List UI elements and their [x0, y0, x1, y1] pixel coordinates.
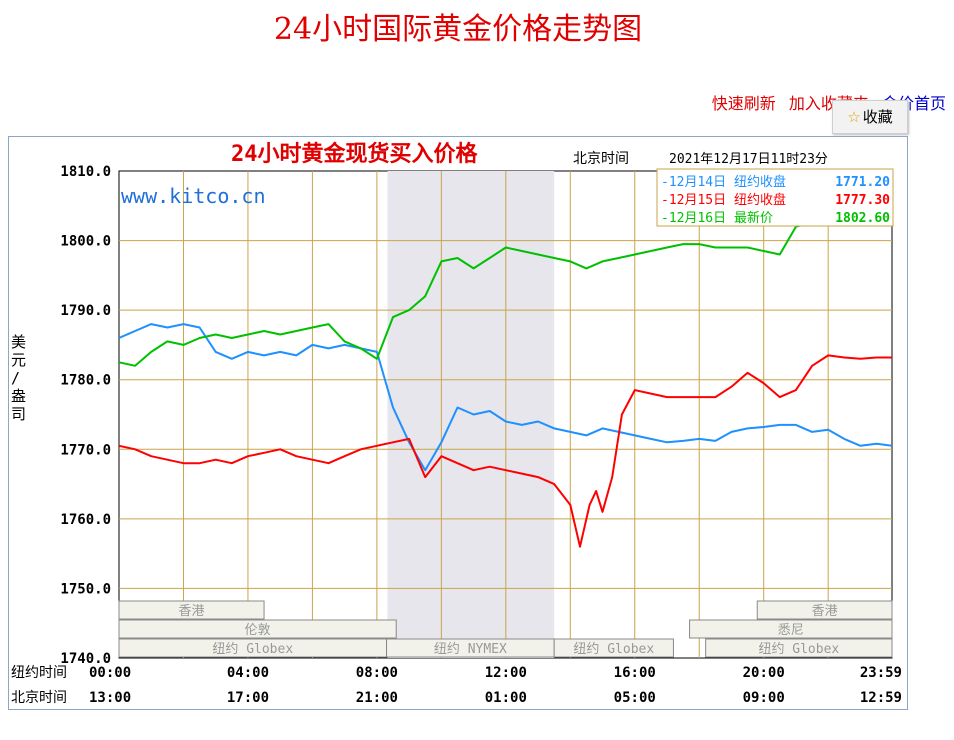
series-line-2 — [118, 354, 892, 548]
legend-entry-3: -12月16日 最新价 — [661, 210, 773, 226]
y-tick-label: 1780.0 — [60, 373, 111, 389]
x-tick-bj: 17:00 — [227, 690, 269, 706]
x-axis-ticks: 00:00 13:00 04:00 17:00 08:00 21:00 12:00 01:00… — [89, 665, 902, 706]
x-tick-ny: 08:00 — [356, 665, 398, 681]
series-line-1 — [118, 323, 893, 472]
session-ny-globex-right-bar — [705, 638, 893, 658]
nymex-session-shade — [387, 171, 555, 658]
page-title: 24小时国际黄金价格走势图 — [273, 12, 643, 47]
y-tick-label: 1800.0 — [60, 234, 111, 250]
y-tick-label: 1770.0 — [60, 442, 111, 458]
favorite-popup[interactable]: ☆ 收藏 — [832, 100, 908, 134]
legend-entry-2: -12月15日 纽约收盘 — [661, 192, 786, 208]
y-tick-label: 1810.0 — [60, 164, 111, 180]
chart-title: 24小时黄金现货买入价格 — [231, 141, 478, 167]
x-tick-ny: 16:00 — [614, 665, 656, 681]
x-tick-bj: 12:59 — [860, 690, 902, 706]
session-ny-globex-mid-bar — [553, 638, 674, 658]
star-icon: ☆ — [847, 108, 861, 126]
favorite-label: 收藏 — [862, 108, 893, 126]
series-line-3 — [118, 221, 813, 367]
y-axis-label: 美元/盎司 — [11, 333, 26, 423]
y-label-char: 美 — [11, 333, 26, 351]
timestamp-label: 北京时间 — [573, 151, 629, 167]
session-sydney-label: 悉尼 — [778, 623, 804, 638]
x-tick-ny: 12:00 — [485, 665, 527, 681]
legend-value-1: 1771.20 — [835, 175, 890, 190]
x-tick-bj: 05:00 — [614, 690, 656, 706]
x-tick-ny: 04:00 — [227, 665, 269, 681]
session-london-bar — [118, 619, 397, 639]
watermark: www.kitco.cn — [121, 184, 266, 208]
chart-frame: 香港 伦敦 纽约 Globex 纽约 NYMEX 纽约 Globex 香港 悉尼 纽约 Glo… — [8, 136, 908, 710]
grid — [119, 171, 892, 658]
legend-value-2: 1777.30 — [835, 193, 890, 208]
x-axis-label-ny: 纽约时间 — [11, 665, 67, 681]
y-tick-label: 1790.0 — [60, 303, 111, 319]
session-hongkong-right-bar — [756, 600, 893, 620]
legend-box — [656, 168, 894, 227]
y-label-char: 司 — [11, 405, 26, 423]
session-hongkong-right-label: 香港 — [812, 604, 838, 619]
x-tick-ny: 00:00 — [89, 665, 131, 681]
series-lines — [118, 221, 893, 548]
session-ny-nymex-label: 纽约 NYMEX — [434, 642, 507, 657]
x-tick-bj: 13:00 — [89, 690, 131, 706]
x-tick-bj: 01:00 — [485, 690, 527, 706]
session-ny-globex-label: 纽约 Globex — [212, 642, 293, 657]
x-tick-bj: 21:00 — [356, 690, 398, 706]
x-tick-bj: 09:00 — [743, 690, 785, 706]
session-hongkong-label: 香港 — [179, 604, 205, 619]
y-tick-label: 1740.0 — [60, 651, 111, 667]
y-tick-label: 1760.0 — [60, 512, 111, 528]
session-ny-globex-mid-label: 纽约 Globex — [573, 642, 654, 657]
session-sydney-bar — [689, 619, 893, 639]
y-label-char: / — [11, 369, 20, 387]
legend: -12月14日 纽约收盘 1771.20 -12月15日 纽约收盘 1777.30 -1… — [656, 168, 894, 227]
x-tick-ny: 23:59 — [860, 665, 902, 681]
x-tick-ny: 20:00 — [743, 665, 785, 681]
legend-entry-1: -12月14日 纽约收盘 — [661, 174, 786, 190]
y-axis-ticks: 1810.0 1800.0 1790.0 1780.0 1770.0 1760.0 1750… — [60, 164, 111, 667]
refresh-link[interactable]: 快速刷新 — [711, 94, 776, 113]
session-hongkong-bar — [118, 600, 265, 620]
timestamp: 2021年12月17日11时23分 — [669, 152, 828, 167]
top-links: 快速刷新 加入收藏夹 金价首页 — [704, 90, 946, 114]
legend-value-3: 1802.60 — [835, 211, 890, 226]
y-label-char: 元 — [11, 351, 26, 369]
y-tick-label: 1750.0 — [60, 581, 111, 597]
x-axis-label-bj: 北京时间 — [11, 690, 67, 706]
y-label-char: 盎 — [11, 387, 26, 405]
session-ny-globex-right-label: 纽约 Globex — [758, 642, 839, 657]
session-london-label: 伦敦 — [245, 622, 271, 638]
